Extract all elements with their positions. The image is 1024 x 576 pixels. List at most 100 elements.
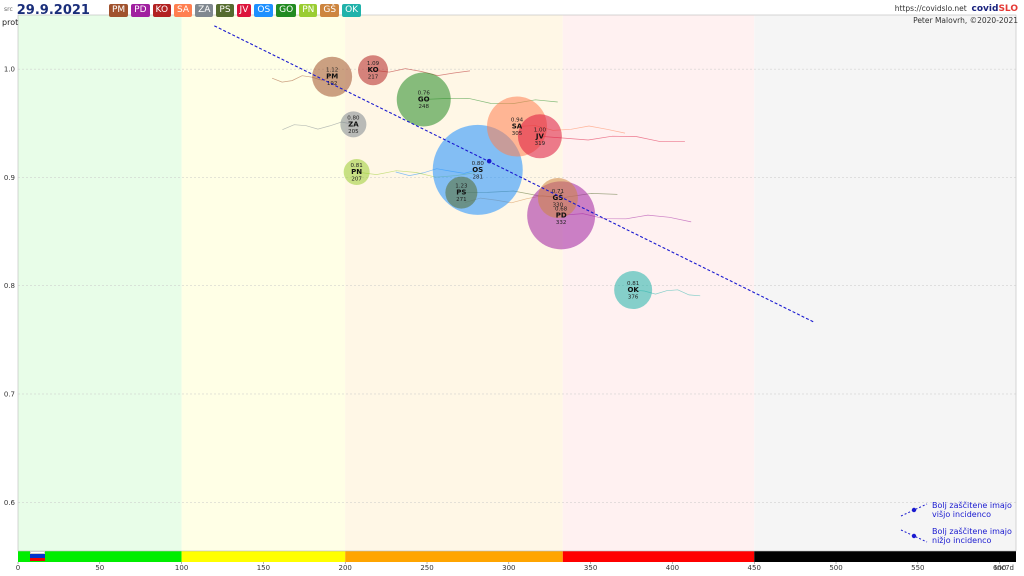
bubble-code-label: OK xyxy=(627,286,639,294)
bubble-code-label: OS xyxy=(472,166,483,174)
region-badge-pn[interactable]: PN xyxy=(299,4,318,17)
bubble-value-label: 1.00 xyxy=(534,127,547,133)
bubble-code-label: JV xyxy=(535,132,545,140)
bubble-value-label: 0.71 xyxy=(552,189,564,195)
bubble-code-label: PD xyxy=(556,211,567,219)
header-bar: src 29.9.2021 PM PD KO SA ZA PS JV OS GO PN GŠ OK xyxy=(4,3,362,18)
bubble-inc-label: 205 xyxy=(348,129,359,135)
region-badge-ko[interactable]: KO xyxy=(152,4,172,17)
region-badges: PM PD KO SA ZA PS JV OS GO PN GŠ OK xyxy=(108,4,362,17)
x-tick-label: 350 xyxy=(584,564,597,572)
bubble-value-label: 0.81 xyxy=(627,281,639,287)
band-bar-3 xyxy=(562,551,755,562)
band-bg-1 xyxy=(181,15,346,551)
band-bar-1 xyxy=(181,551,346,562)
bubble-inc-label: 217 xyxy=(368,75,379,81)
bubble-pm xyxy=(312,56,353,97)
bubble-go xyxy=(396,72,451,127)
region-badge-sa[interactable]: SA xyxy=(174,4,193,17)
legend-text: višjo incidenco xyxy=(932,510,992,519)
x-tick-label: 500 xyxy=(829,564,842,572)
slovenia-flag-icon xyxy=(30,551,45,561)
x-tick-label: 250 xyxy=(420,564,433,572)
bubble-code-label: SA xyxy=(512,123,523,131)
legend-item-positive: Bolj zaščitene imajo višjo incidenco xyxy=(900,501,1020,523)
y-tick-label: 0.6 xyxy=(4,499,16,507)
x-axis-label: Inc7d xyxy=(995,564,1014,572)
date-label: 29.9.2021 xyxy=(16,3,90,18)
bubble-inc-label: 281 xyxy=(472,174,483,180)
bubble-inc-label: 248 xyxy=(418,104,429,110)
site-info: https://covidslo.net covidSLO Peter Malo… xyxy=(895,3,1018,26)
bubble-inc-label: 305 xyxy=(512,131,523,137)
region-bubbles: 0.80OS2810.68PD3320.94SA3050.76GO2481.00… xyxy=(312,55,653,310)
x-tick-label: 0 xyxy=(16,564,20,572)
x-tick-label: 450 xyxy=(748,564,761,572)
bubble-value-label: 0.76 xyxy=(418,90,431,96)
bubble-za xyxy=(340,111,367,138)
region-badge-go[interactable]: GO xyxy=(276,4,297,17)
bubble-value-label: 1.12 xyxy=(326,68,338,74)
legend-item-negative: Bolj zaščitene imajo nižjo incidenco xyxy=(900,527,1020,549)
regression-line xyxy=(214,25,816,324)
source-label: src xyxy=(4,6,13,13)
bubble-value-label: 0.81 xyxy=(351,163,363,169)
bubble-inc-label: 330 xyxy=(553,202,564,208)
bubble-ok xyxy=(614,271,653,310)
bubble-ko xyxy=(358,55,389,86)
band-bg-3 xyxy=(562,15,755,551)
bubble-code-label: KO xyxy=(367,66,378,74)
legend-down-line-icon xyxy=(900,529,928,543)
legend-text: Bolj zaščitene imajo xyxy=(932,501,1012,510)
bubble-value-label: 1.23 xyxy=(455,184,468,190)
trend-legend: Bolj zaščitene imajo višjo incidenco Bol… xyxy=(900,501,1020,553)
bubble-code-label: PM xyxy=(326,73,338,81)
x-tick-label: 600 xyxy=(993,564,1006,572)
bubble-jv xyxy=(517,114,562,159)
y-tick-label: 0.7 xyxy=(4,390,15,398)
region-badge-gš[interactable]: GŠ xyxy=(320,4,340,17)
bubble-code-label: PN xyxy=(351,168,362,176)
y-tick-label: 1.0 xyxy=(4,66,15,74)
x-tick-label: 150 xyxy=(257,564,270,572)
bubble-value-label: 1.09 xyxy=(367,61,380,67)
bubble-value-label: 0.94 xyxy=(511,118,524,124)
region-badge-ps[interactable]: PS xyxy=(216,4,234,17)
band-bg-4 xyxy=(754,15,1016,551)
bubble-value-label: 0.80 xyxy=(472,161,485,167)
region-badge-os[interactable]: OS xyxy=(254,4,274,17)
bubble-inc-label: 207 xyxy=(351,177,362,183)
region-badge-pm[interactable]: PM xyxy=(108,4,129,17)
bubble-code-label: GO xyxy=(418,95,430,103)
region-badge-ok[interactable]: OK xyxy=(342,4,362,17)
band-bg-2 xyxy=(345,15,563,551)
bubble-gš xyxy=(537,177,578,218)
x-tick-label: 400 xyxy=(666,564,679,572)
region-badge-jv[interactable]: JV xyxy=(236,4,252,17)
regression-center-dot xyxy=(486,158,492,164)
bubble-inc-label: 271 xyxy=(456,197,467,203)
band-bg-0 xyxy=(18,15,182,551)
region-badge-za[interactable]: ZA xyxy=(195,4,214,17)
trend-line xyxy=(214,25,816,324)
bubble-inc-label: 332 xyxy=(556,220,567,226)
bubble-inc-label: 376 xyxy=(628,295,639,301)
incidence-bands xyxy=(17,14,1017,562)
x-tick-label: 550 xyxy=(911,564,924,572)
site-url[interactable]: https://covidslo.net xyxy=(894,4,967,13)
axis-ticks: 0.60.70.80.91.00 50 100 150 200 250 300 350 400 4… xyxy=(4,66,1014,572)
x-tick-label: 100 xyxy=(175,564,188,572)
region-badge-pd[interactable]: PD xyxy=(131,4,150,17)
author-credit: Peter Malovrh, ©2020-2021 xyxy=(913,16,1018,25)
legend-up-line-icon xyxy=(900,503,928,517)
x-tick-label: 50 xyxy=(95,564,104,572)
y-axis-label: prot xyxy=(2,18,19,27)
brand-logo: covidSLO xyxy=(971,4,1018,14)
x-tick-label: 200 xyxy=(339,564,352,572)
band-bar-0 xyxy=(18,551,182,562)
bubble-inc-label: 319 xyxy=(535,141,546,147)
plot-frame xyxy=(17,14,1017,552)
bubble-ps xyxy=(445,176,478,209)
band-bar-4 xyxy=(754,551,1016,562)
